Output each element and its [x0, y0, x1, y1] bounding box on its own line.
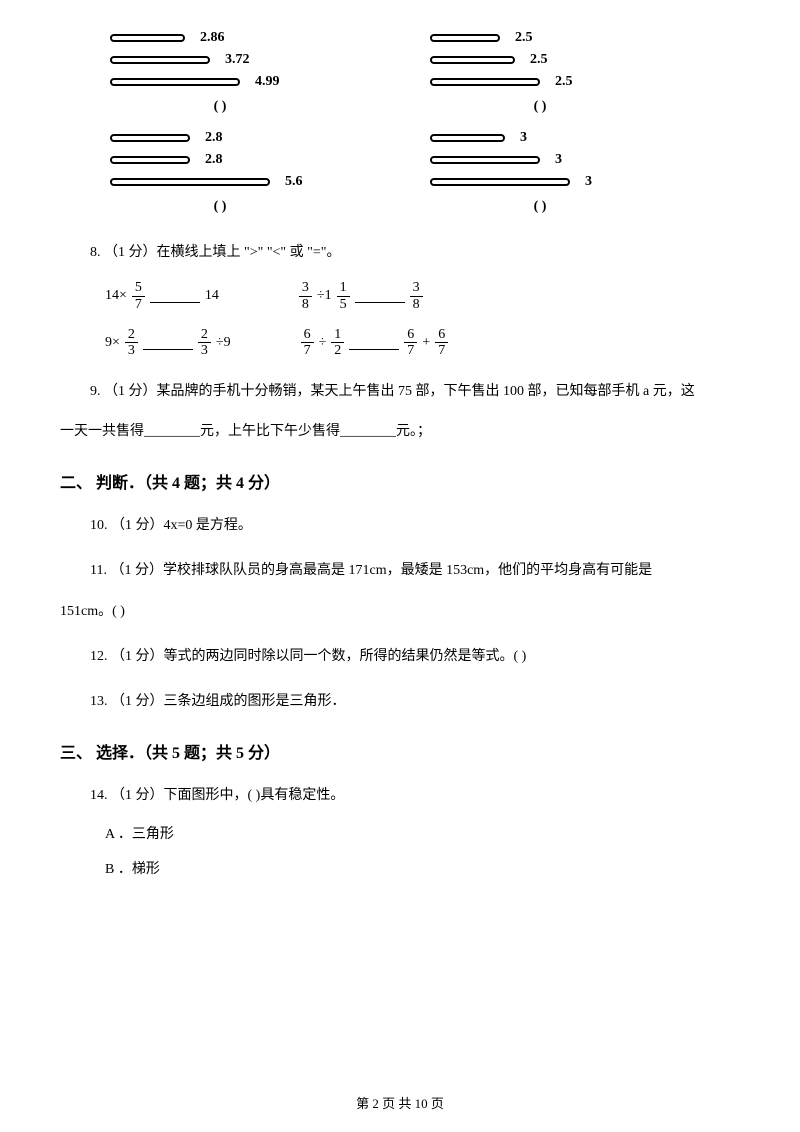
paren-blank[interactable]: ( ): [430, 199, 650, 215]
text: ÷9: [216, 335, 231, 351]
fraction: 23: [125, 327, 138, 359]
diagram-block-2: 2.5 2.5 2.5 ( ): [430, 30, 650, 115]
text: +: [422, 335, 430, 351]
bar-label: 2.5: [515, 30, 533, 46]
question-14: 14. （1 分）下面图形中，( )具有稳定性。: [90, 783, 740, 808]
fraction: 12: [331, 327, 344, 359]
q8-row-2: 9× 23 23 ÷9 67 ÷ 12 67 + 67: [105, 327, 740, 359]
fraction: 67: [404, 327, 417, 359]
question-10: 10. （1 分）4x=0 是方程。: [90, 513, 740, 538]
bar-label: 2.8: [205, 152, 223, 168]
diagram-row-2: 2.8 2.8 5.6 ( ) 3 3 3 ( ): [60, 130, 740, 215]
fraction: 38: [410, 280, 423, 312]
text: 9×: [105, 335, 120, 351]
paren-blank[interactable]: ( ): [110, 199, 330, 215]
diagram-block-1: 2.86 3.72 4.99 ( ): [110, 30, 330, 115]
page-footer: 第 2 页 共 10 页: [0, 1093, 800, 1112]
fill-blank[interactable]: [150, 289, 200, 303]
diagram-row-1: 2.86 3.72 4.99 ( ) 2.5 2.5 2.5 ( ): [60, 30, 740, 115]
bar-label: 2.5: [530, 52, 548, 68]
bar-label: 5.6: [285, 174, 303, 190]
section-3-title: 三、 选择．（共 5 题；共 5 分）: [60, 739, 740, 763]
fill-blank[interactable]: [349, 336, 399, 350]
bar-label: 2.86: [200, 30, 225, 46]
paren-blank[interactable]: ( ): [430, 99, 650, 115]
text: ÷1: [317, 288, 332, 304]
fraction: 67: [435, 327, 448, 359]
question-9-line2: 一天一共售得________元，上午比下午少售得________元。；: [60, 419, 740, 444]
section-2-title: 二、 判断．（共 4 题；共 4 分）: [60, 469, 740, 493]
diagram-block-3: 2.8 2.8 5.6 ( ): [110, 130, 330, 215]
question-9-line1: 9. （1 分）某品牌的手机十分畅销，某天上午售出 75 部，下午售出 100 …: [90, 379, 740, 404]
bar-label: 4.99: [255, 74, 280, 90]
text: 14×: [105, 288, 127, 304]
diagram-block-4: 3 3 3 ( ): [430, 130, 650, 215]
fraction: 67: [301, 327, 314, 359]
question-8: 8. （1 分）在横线上填上 ">" "<" 或 "="。: [90, 240, 740, 265]
fill-blank[interactable]: [143, 336, 193, 350]
bar-label: 3: [585, 174, 592, 190]
question-12: 12. （1 分）等式的两边同时除以同一个数，所得的结果仍然是等式。( ): [90, 644, 740, 669]
fill-blank[interactable]: [355, 289, 405, 303]
bar-label: 2.8: [205, 130, 223, 146]
question-13: 13. （1 分）三条边组成的图形是三角形．: [90, 689, 740, 714]
question-11-line2: 151cm。( ): [60, 599, 740, 624]
text: 14: [205, 288, 219, 304]
question-11-line1: 11. （1 分）学校排球队队员的身高最高是 171cm，最矮是 153cm，他…: [90, 558, 740, 583]
bar-label: 3.72: [225, 52, 250, 68]
fraction: 38: [299, 280, 312, 312]
text: ÷: [319, 335, 327, 351]
option-a[interactable]: A ．三角形: [105, 823, 740, 843]
fraction: 15: [337, 280, 350, 312]
fraction: 57: [132, 280, 145, 312]
bar-label: 2.5: [555, 74, 573, 90]
option-b[interactable]: B ．梯形: [105, 858, 740, 878]
q8-row-1: 14× 57 14 38 ÷1 15 38: [105, 280, 740, 312]
bar-label: 3: [520, 130, 527, 146]
paren-blank[interactable]: ( ): [110, 99, 330, 115]
bar-label: 3: [555, 152, 562, 168]
fraction: 23: [198, 327, 211, 359]
